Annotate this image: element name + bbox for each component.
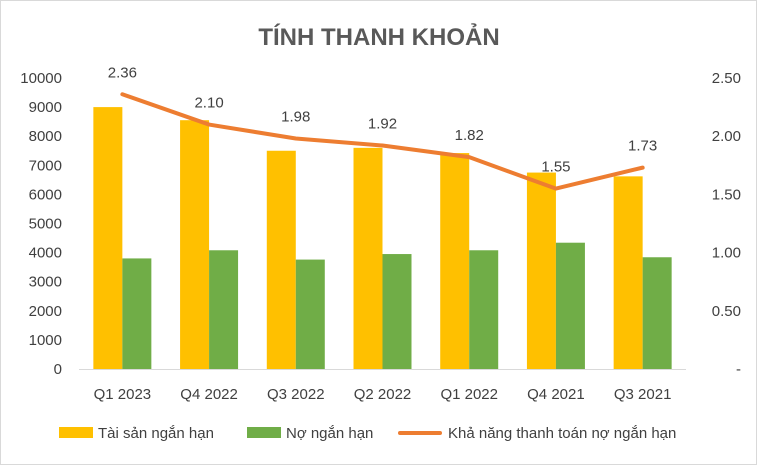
right-axis-tick: 2.50 <box>712 70 741 87</box>
left-axis-tick: 10000 <box>20 70 62 87</box>
category-labels: Q1 2023 Q4 2022 Q3 2022 Q2 2022 Q1 2022 Q4 20… <box>94 386 672 403</box>
legend-label: Khả năng thanh toán nợ ngắn hạn <box>448 425 676 442</box>
right-axis-tick: 2.00 <box>712 128 741 145</box>
asset-bar <box>93 107 123 369</box>
right-axis-tick: 1.00 <box>712 245 741 262</box>
asset-bar <box>440 153 470 369</box>
left-axis-tick: 9000 <box>29 99 62 116</box>
left-axis-tick: 5000 <box>29 216 62 233</box>
legend-swatch <box>247 427 281 438</box>
left-axis-tick: 0 <box>54 361 62 378</box>
category-label: Q1 2023 <box>94 386 152 403</box>
ratio-data-label: 2.36 <box>108 64 137 81</box>
liability-bar <box>122 258 152 369</box>
liability-bar <box>555 242 585 369</box>
asset-bar <box>526 172 556 369</box>
category-label: Q3 2022 <box>267 386 325 403</box>
line-series: 2.36 2.10 1.98 1.92 1.82 1.55 1.73 <box>108 64 657 191</box>
category-label: Q3 2021 <box>614 386 672 403</box>
legend-swatch <box>59 427 93 438</box>
ratio-data-label: 1.82 <box>455 127 484 144</box>
right-axis-tick: 0.50 <box>712 303 741 320</box>
legend-label: Tài sản ngắn hạn <box>98 425 214 442</box>
ratio-data-label: 2.10 <box>194 95 223 112</box>
right-axis-tick: - <box>736 361 741 378</box>
ratio-data-label: 1.92 <box>368 116 397 133</box>
asset-bar <box>613 176 643 369</box>
liability-bar <box>209 250 239 369</box>
liability-bar <box>642 257 672 369</box>
left-axis-tick: 2000 <box>29 303 62 320</box>
category-label: Q4 2022 <box>180 386 238 403</box>
left-axis-tick: 7000 <box>29 157 62 174</box>
category-label: Q4 2021 <box>527 386 585 403</box>
right-axis-tick: 1.50 <box>712 186 741 203</box>
ratio-data-label: 1.73 <box>628 138 657 155</box>
category-label: Q1 2022 <box>440 386 498 403</box>
ratio-line <box>120 92 645 191</box>
chart-title: TÍNH THANH KHOẢN <box>258 22 499 51</box>
bar-series <box>93 107 672 369</box>
legend: Tài sản ngắn hạn Nợ ngắn hạn Khả năng than… <box>59 425 676 442</box>
asset-bar <box>180 120 210 369</box>
ratio-data-label: 1.98 <box>281 109 310 126</box>
left-axis-tick: 8000 <box>29 128 62 145</box>
liability-bar <box>469 250 499 369</box>
left-axis-tick: 1000 <box>29 332 62 349</box>
liability-bar <box>295 259 325 369</box>
left-axis-ticks: 0 1000 2000 3000 4000 5000 6000 7000 8000 9000 100… <box>20 70 62 378</box>
right-axis-ticks: - 0.50 1.00 1.50 2.00 2.50 <box>712 70 741 378</box>
asset-bar <box>353 147 383 369</box>
category-label: Q2 2022 <box>354 386 412 403</box>
left-axis-tick: 3000 <box>29 274 62 291</box>
left-axis-tick: 6000 <box>29 186 62 203</box>
ratio-data-label: 1.55 <box>541 159 570 176</box>
legend-label: Nợ ngắn hạn <box>286 425 373 442</box>
asset-bar <box>266 150 296 369</box>
left-axis-tick: 4000 <box>29 245 62 262</box>
liability-bar <box>382 254 412 369</box>
